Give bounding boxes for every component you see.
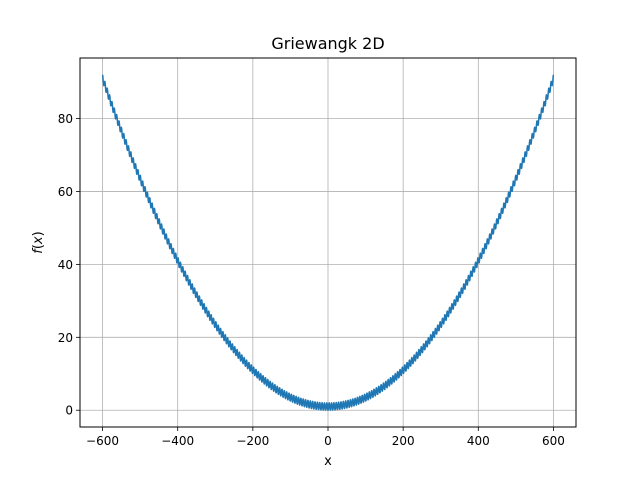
x-tick-label: 0 — [324, 434, 332, 448]
series-line — [101, 74, 555, 411]
x-tick-label: −600 — [86, 434, 119, 448]
x-tick-label: 400 — [467, 434, 490, 448]
y-tick-label: 80 — [58, 112, 73, 126]
grid — [80, 58, 576, 427]
y-tick-label: 60 — [58, 185, 73, 199]
x-axis-label: x — [324, 454, 332, 469]
y-tick-label: 0 — [65, 404, 73, 418]
series-layer — [101, 74, 555, 411]
x-tick-label: 600 — [542, 434, 565, 448]
y-axis-label: f(x) — [31, 231, 46, 253]
ticks: −600 −400 −200 0 200 400 600 0 20 40 60 80 — [58, 112, 565, 448]
chart-title: Griewangk 2D — [271, 34, 384, 53]
y-tick-label: 40 — [58, 258, 73, 272]
x-tick-label: −200 — [236, 434, 269, 448]
y-tick-label: 20 — [58, 331, 73, 345]
x-tick-label: 200 — [392, 434, 415, 448]
x-tick-label: −400 — [161, 434, 194, 448]
